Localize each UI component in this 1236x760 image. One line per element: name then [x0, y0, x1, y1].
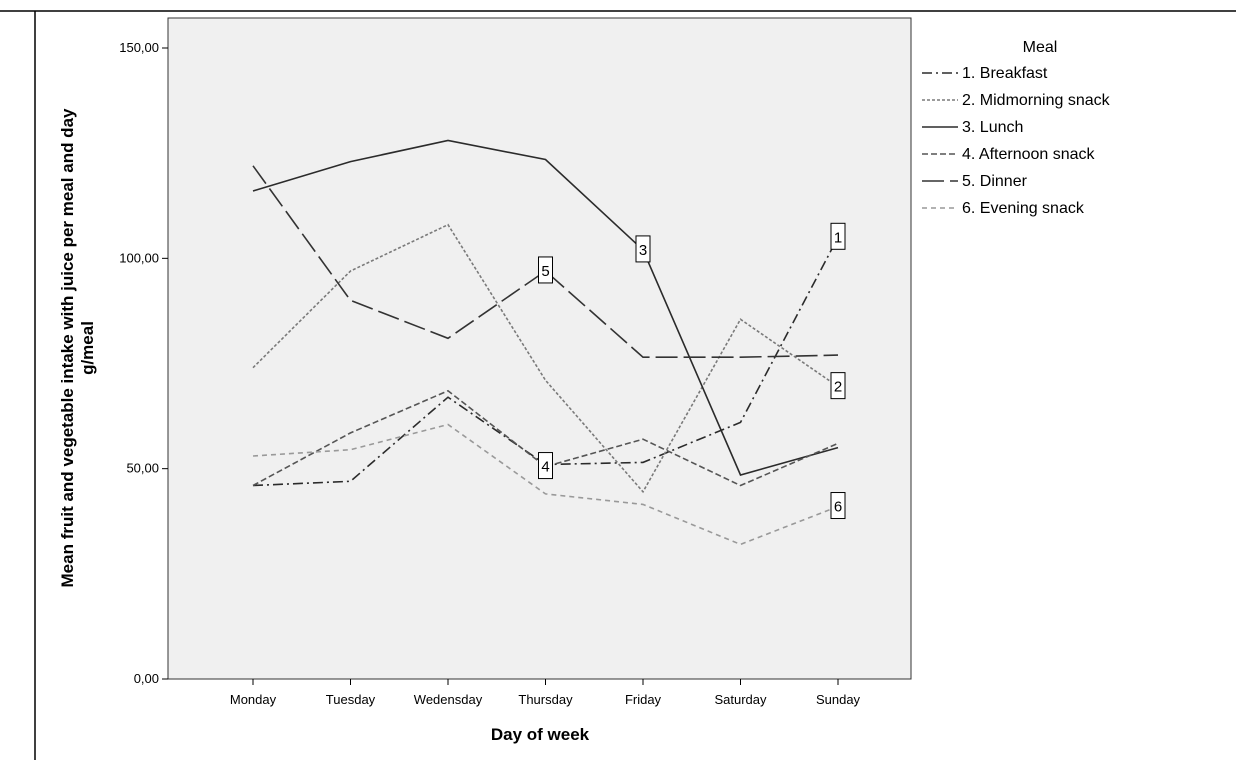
legend-item-5: 5. Dinner: [922, 173, 1028, 190]
series-tag-4: 4: [538, 452, 553, 480]
x-tick-label: Monday: [230, 692, 277, 707]
series-line-3: [252, 139, 839, 476]
x-tick-label: Wedensday: [414, 692, 483, 707]
series-line-4: [252, 389, 839, 487]
series-tags: 1 2 3 4 5 6: [538, 222, 846, 520]
x-tick-label: Sunday: [816, 692, 861, 707]
series-tag-box: [830, 222, 846, 250]
series-line-2: [252, 223, 839, 494]
legend-item-3: 3. Lunch: [922, 119, 1023, 136]
legend-label: 5. Dinner: [962, 173, 1028, 190]
series-tag-label: 6: [834, 499, 842, 516]
x-tick-label: Friday: [625, 692, 662, 707]
series-line-6: [252, 423, 839, 546]
series-tag-label: 4: [541, 459, 549, 476]
series-tag-label: 5: [541, 263, 549, 280]
legend-item-1: 1. Breakfast: [922, 65, 1048, 82]
legend-item-6: 6. Evening snack: [922, 200, 1085, 217]
series-tag-1: 1: [830, 222, 846, 250]
y-tick-label: 100,00: [119, 250, 159, 265]
legend-item-4: 4. Afternoon snack: [922, 146, 1096, 163]
y-tick-label: 50,00: [126, 461, 159, 476]
legend-title: Meal: [1023, 39, 1058, 56]
series-tag-2: 2: [830, 372, 846, 400]
legend-item-2: 2. Midmorning snack: [922, 92, 1111, 109]
legend-label: 1. Breakfast: [962, 65, 1048, 82]
plot-area: [167, 17, 912, 680]
y-tick-label: 150,00: [119, 40, 159, 55]
series-tag-box: [830, 492, 846, 520]
series-tag-box: [830, 372, 846, 400]
series-tag-box: [538, 452, 553, 480]
x-axis: Monday Tuesday Wedensday Thursday Friday Satu…: [230, 679, 861, 707]
series-tag-3: 3: [635, 235, 651, 263]
series-tag-label: 1: [834, 229, 842, 246]
series-tag-box: [635, 235, 651, 263]
series-tag-5: 5: [538, 256, 553, 284]
legend-label: 2. Midmorning snack: [962, 92, 1111, 109]
legend: Meal 1. Breakfast 2. Midmorning snack 3. L…: [922, 39, 1111, 217]
series-tag-box: [538, 256, 553, 284]
series-tag-6: 6: [830, 492, 846, 520]
legend-label: 3. Lunch: [962, 119, 1023, 136]
y-axis: 0,00 50,00 100,00 150,00: [119, 40, 168, 686]
x-tick-label: Tuesday: [326, 692, 376, 707]
x-tick-label: Thursday: [518, 692, 573, 707]
series-line-5: [252, 165, 839, 359]
series-tag-label: 2: [834, 379, 842, 396]
series-tag-label: 3: [639, 242, 647, 259]
x-axis-title: Day of week: [491, 725, 590, 744]
y-tick-label: 0,00: [134, 671, 159, 686]
legend-label: 4. Afternoon snack: [962, 146, 1096, 163]
y-axis-title-line1: Mean fruit and vegetable intake with jui…: [58, 108, 77, 588]
y-axis-title-line2: g/meal: [78, 321, 97, 375]
legend-label: 6. Evening snack: [962, 200, 1085, 217]
x-tick-label: Saturday: [714, 692, 767, 707]
